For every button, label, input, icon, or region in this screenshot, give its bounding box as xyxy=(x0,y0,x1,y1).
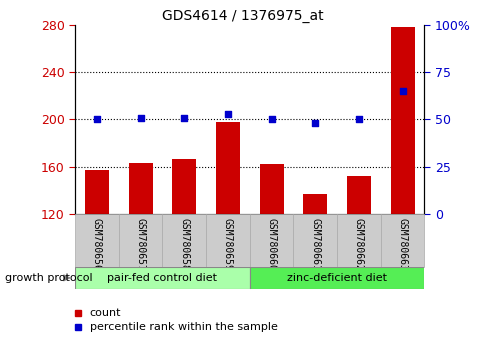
Bar xyxy=(75,267,249,289)
Text: GSM780657: GSM780657 xyxy=(136,218,145,271)
Bar xyxy=(85,170,109,214)
Text: GSM780658: GSM780658 xyxy=(179,218,189,271)
Point xyxy=(136,115,144,120)
Bar xyxy=(249,214,293,267)
Point xyxy=(311,120,318,126)
Bar xyxy=(336,214,380,267)
Text: growth protocol: growth protocol xyxy=(5,273,92,283)
Bar xyxy=(302,194,327,214)
Text: zinc-deficient diet: zinc-deficient diet xyxy=(287,273,386,283)
Bar xyxy=(119,214,162,267)
Bar xyxy=(172,159,196,214)
Point xyxy=(354,116,362,122)
Bar xyxy=(380,214,424,267)
Bar xyxy=(249,267,424,289)
Text: GSM780659: GSM780659 xyxy=(223,218,232,271)
Text: GSM780660: GSM780660 xyxy=(266,218,276,271)
Bar xyxy=(390,27,414,214)
Point xyxy=(224,111,231,116)
Text: GSM780661: GSM780661 xyxy=(310,218,319,271)
Text: count: count xyxy=(90,308,121,318)
Point xyxy=(267,116,275,122)
Bar xyxy=(346,176,370,214)
Bar xyxy=(215,122,240,214)
Text: pair-fed control diet: pair-fed control diet xyxy=(107,273,217,283)
Point xyxy=(180,115,188,120)
Text: GSM780656: GSM780656 xyxy=(92,218,102,271)
Text: GSM780663: GSM780663 xyxy=(397,218,407,271)
Bar xyxy=(75,214,119,267)
Bar xyxy=(293,214,336,267)
Bar xyxy=(162,214,206,267)
Point xyxy=(398,88,406,94)
Bar xyxy=(128,163,152,214)
Bar xyxy=(206,214,249,267)
Bar xyxy=(259,165,283,214)
Point xyxy=(93,116,101,122)
Text: GSM780662: GSM780662 xyxy=(353,218,363,271)
Text: GDS4614 / 1376975_at: GDS4614 / 1376975_at xyxy=(161,9,323,23)
Text: percentile rank within the sample: percentile rank within the sample xyxy=(90,322,277,332)
